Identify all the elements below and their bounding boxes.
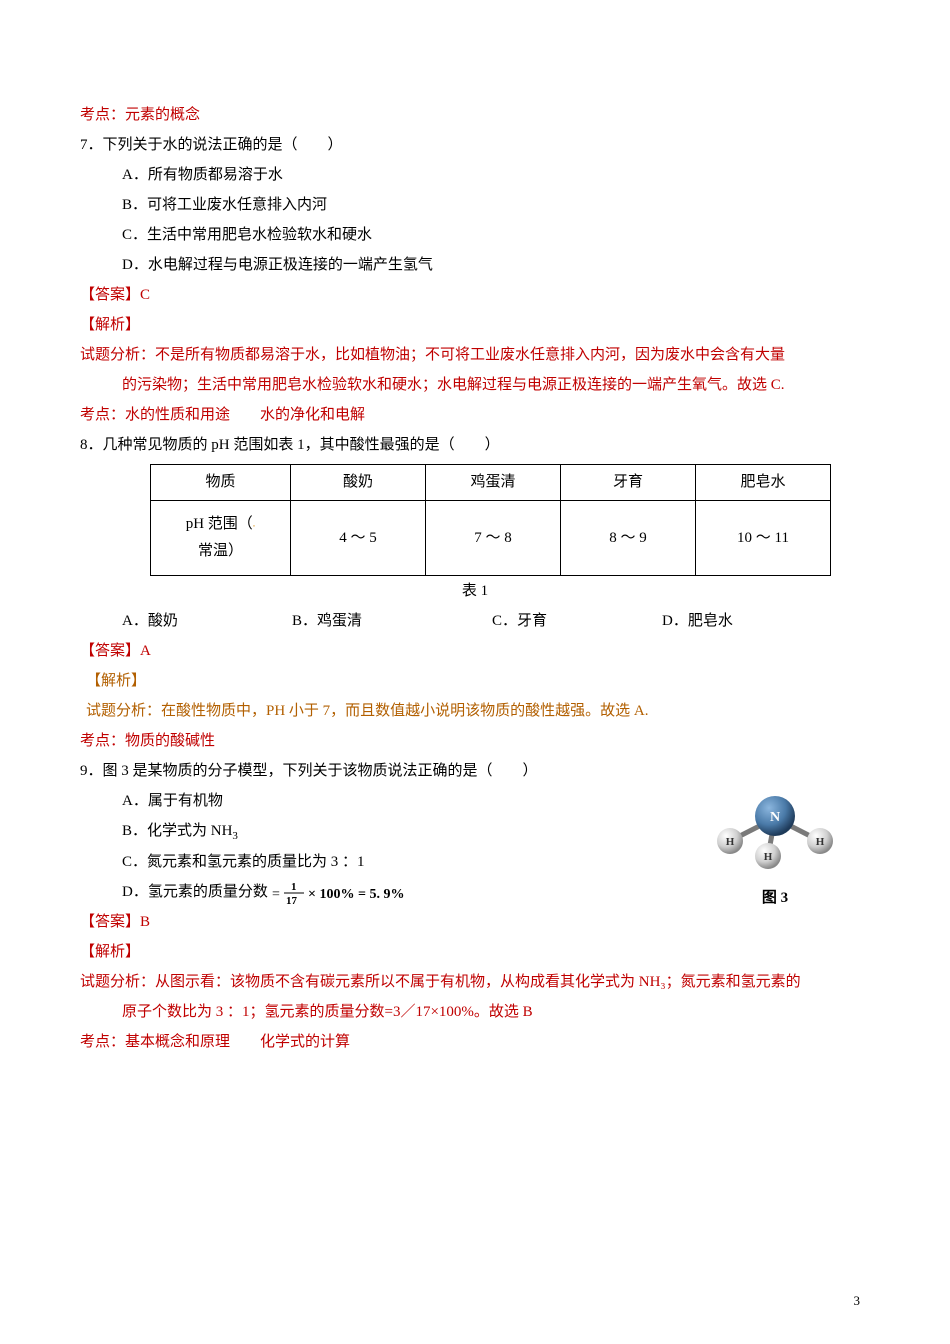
q8-stem: 8．几种常见物质的 pH 范围如表 1，其中酸性最强的是（ ） <box>80 430 870 460</box>
q7-topic: 考点：水的性质和用途 水的净化和电解 <box>80 400 870 430</box>
q7-analysis-line1: 试题分析：不是所有物质都易溶于水，比如植物油；不可将工业废水任意排入内河，因为废… <box>80 340 870 370</box>
q9-analysis-line2: 原子个数比为 3 ：1；氢元素的质量分数=3／17×100%。故选 B <box>80 997 870 1027</box>
td-val-3: 8 ～ 9 <box>561 501 696 576</box>
q8-table-caption: 表 1 <box>80 576 870 606</box>
table-row: 物质 酸奶 鸡蛋清 牙育 肥皂水 <box>151 465 831 501</box>
q7-analysis-line2: 的污染物；生活中常用肥皂水检验软水和硬水；水电解过程与电源正极连接的一端产生氧气… <box>80 370 870 400</box>
q7-option-d: D．水电解过程与电源正极连接的一端产生氢气 <box>80 250 870 280</box>
q8-option-a: A．酸奶 <box>122 606 292 636</box>
q9-analysis-label: 【解析】 <box>80 937 870 967</box>
page: 考点：元素的概念 7．下列关于水的说法正确的是（ ） A．所有物质都易溶于水 B… <box>0 0 950 1344</box>
molecule-icon: H H H N <box>710 786 840 881</box>
q9-block: 9．图 3 是某物质的分子模型，下列关于该物质说法正确的是（ ） A．属于有机物… <box>80 756 870 907</box>
q8-options: A．酸奶 B．鸡蛋清 C．牙育 D．肥皂水 <box>80 606 870 636</box>
q8-answer: 【答案】A <box>80 636 870 666</box>
q8-analysis-label: 【解析】 <box>80 666 870 696</box>
fraction-icon: = 1 17 × 100% = 5. 9% <box>272 880 442 906</box>
q8-topic: 考点：物质的酸碱性 <box>80 726 870 756</box>
q8-analysis-text: 试题分析：在酸性物质中，PH 小于 7，而且数值越小说明该物质的酸性越强。故选 … <box>80 696 870 726</box>
q6-topic: 考点：元素的概念 <box>80 100 870 130</box>
row-label-part1: pH 范围（ <box>186 516 253 532</box>
q9-d-text: D．氢元素的质量分数 <box>122 884 268 900</box>
q9-analysis-line1: 试题分析：从图示看：该物质不含有碳元素所以不属于有机物，从构成看其化学式为 NH… <box>80 967 870 997</box>
th-yogurt: 酸奶 <box>291 465 426 501</box>
q7-analysis-label: 【解析】 <box>80 310 870 340</box>
svg-text:H: H <box>816 836 825 848</box>
q9-b-sub: 3 <box>232 830 238 842</box>
svg-text:H: H <box>726 836 735 848</box>
svg-text:1: 1 <box>291 881 297 893</box>
th-toothpaste: 牙育 <box>561 465 696 501</box>
q8-option-d: D．肥皂水 <box>662 606 812 636</box>
q7-option-c: C．生活中常用肥皂水检验软水和硬水 <box>80 220 870 250</box>
th-substance: 物质 <box>151 465 291 501</box>
molecule-figure: H H H N 图 3 <box>710 786 840 913</box>
q7-option-a: A．所有物质都易溶于水 <box>80 160 870 190</box>
table-row: pH 范围（. 常温） 4 ～ 5 7 ～ 8 8 ～ 9 10 ～ 11 <box>151 501 831 576</box>
row-label-part2: 常温） <box>198 543 243 559</box>
figure-caption: 图 3 <box>710 883 840 913</box>
svg-text:H: H <box>764 851 773 863</box>
td-val-4: 10 ～ 11 <box>696 501 831 576</box>
q7-answer: 【答案】C <box>80 280 870 310</box>
q8-option-b: B．鸡蛋清 <box>292 606 492 636</box>
q9-stem: 9．图 3 是某物质的分子模型，下列关于该物质说法正确的是（ ） <box>80 756 870 786</box>
svg-text:=: = <box>272 887 280 902</box>
th-soap: 肥皂水 <box>696 465 831 501</box>
q7-stem: 7．下列关于水的说法正确的是（ ） <box>80 130 870 160</box>
svg-text:17: 17 <box>286 895 298 906</box>
svg-text:× 100% = 5. 9%: × 100% = 5. 9% <box>308 887 404 902</box>
td-val-2: 7 ～ 8 <box>426 501 561 576</box>
page-number: 3 <box>854 1288 861 1314</box>
q7-option-b: B．可将工业废水任意排入内河 <box>80 190 870 220</box>
q8-option-c: C．牙育 <box>492 606 662 636</box>
q8-table: 物质 酸奶 鸡蛋清 牙育 肥皂水 pH 范围（. 常温） 4 ～ 5 7 ～ 8… <box>150 464 831 576</box>
td-rowlabel: pH 范围（. 常温） <box>151 501 291 576</box>
dot-icon: . <box>253 519 256 530</box>
q9-topic: 考点：基本概念和原理 化学式的计算 <box>80 1027 870 1057</box>
svg-text:N: N <box>770 810 780 825</box>
td-val-1: 4 ～ 5 <box>291 501 426 576</box>
q9-b-text: B．化学式为 NH <box>122 823 232 839</box>
th-eggwhite: 鸡蛋清 <box>426 465 561 501</box>
